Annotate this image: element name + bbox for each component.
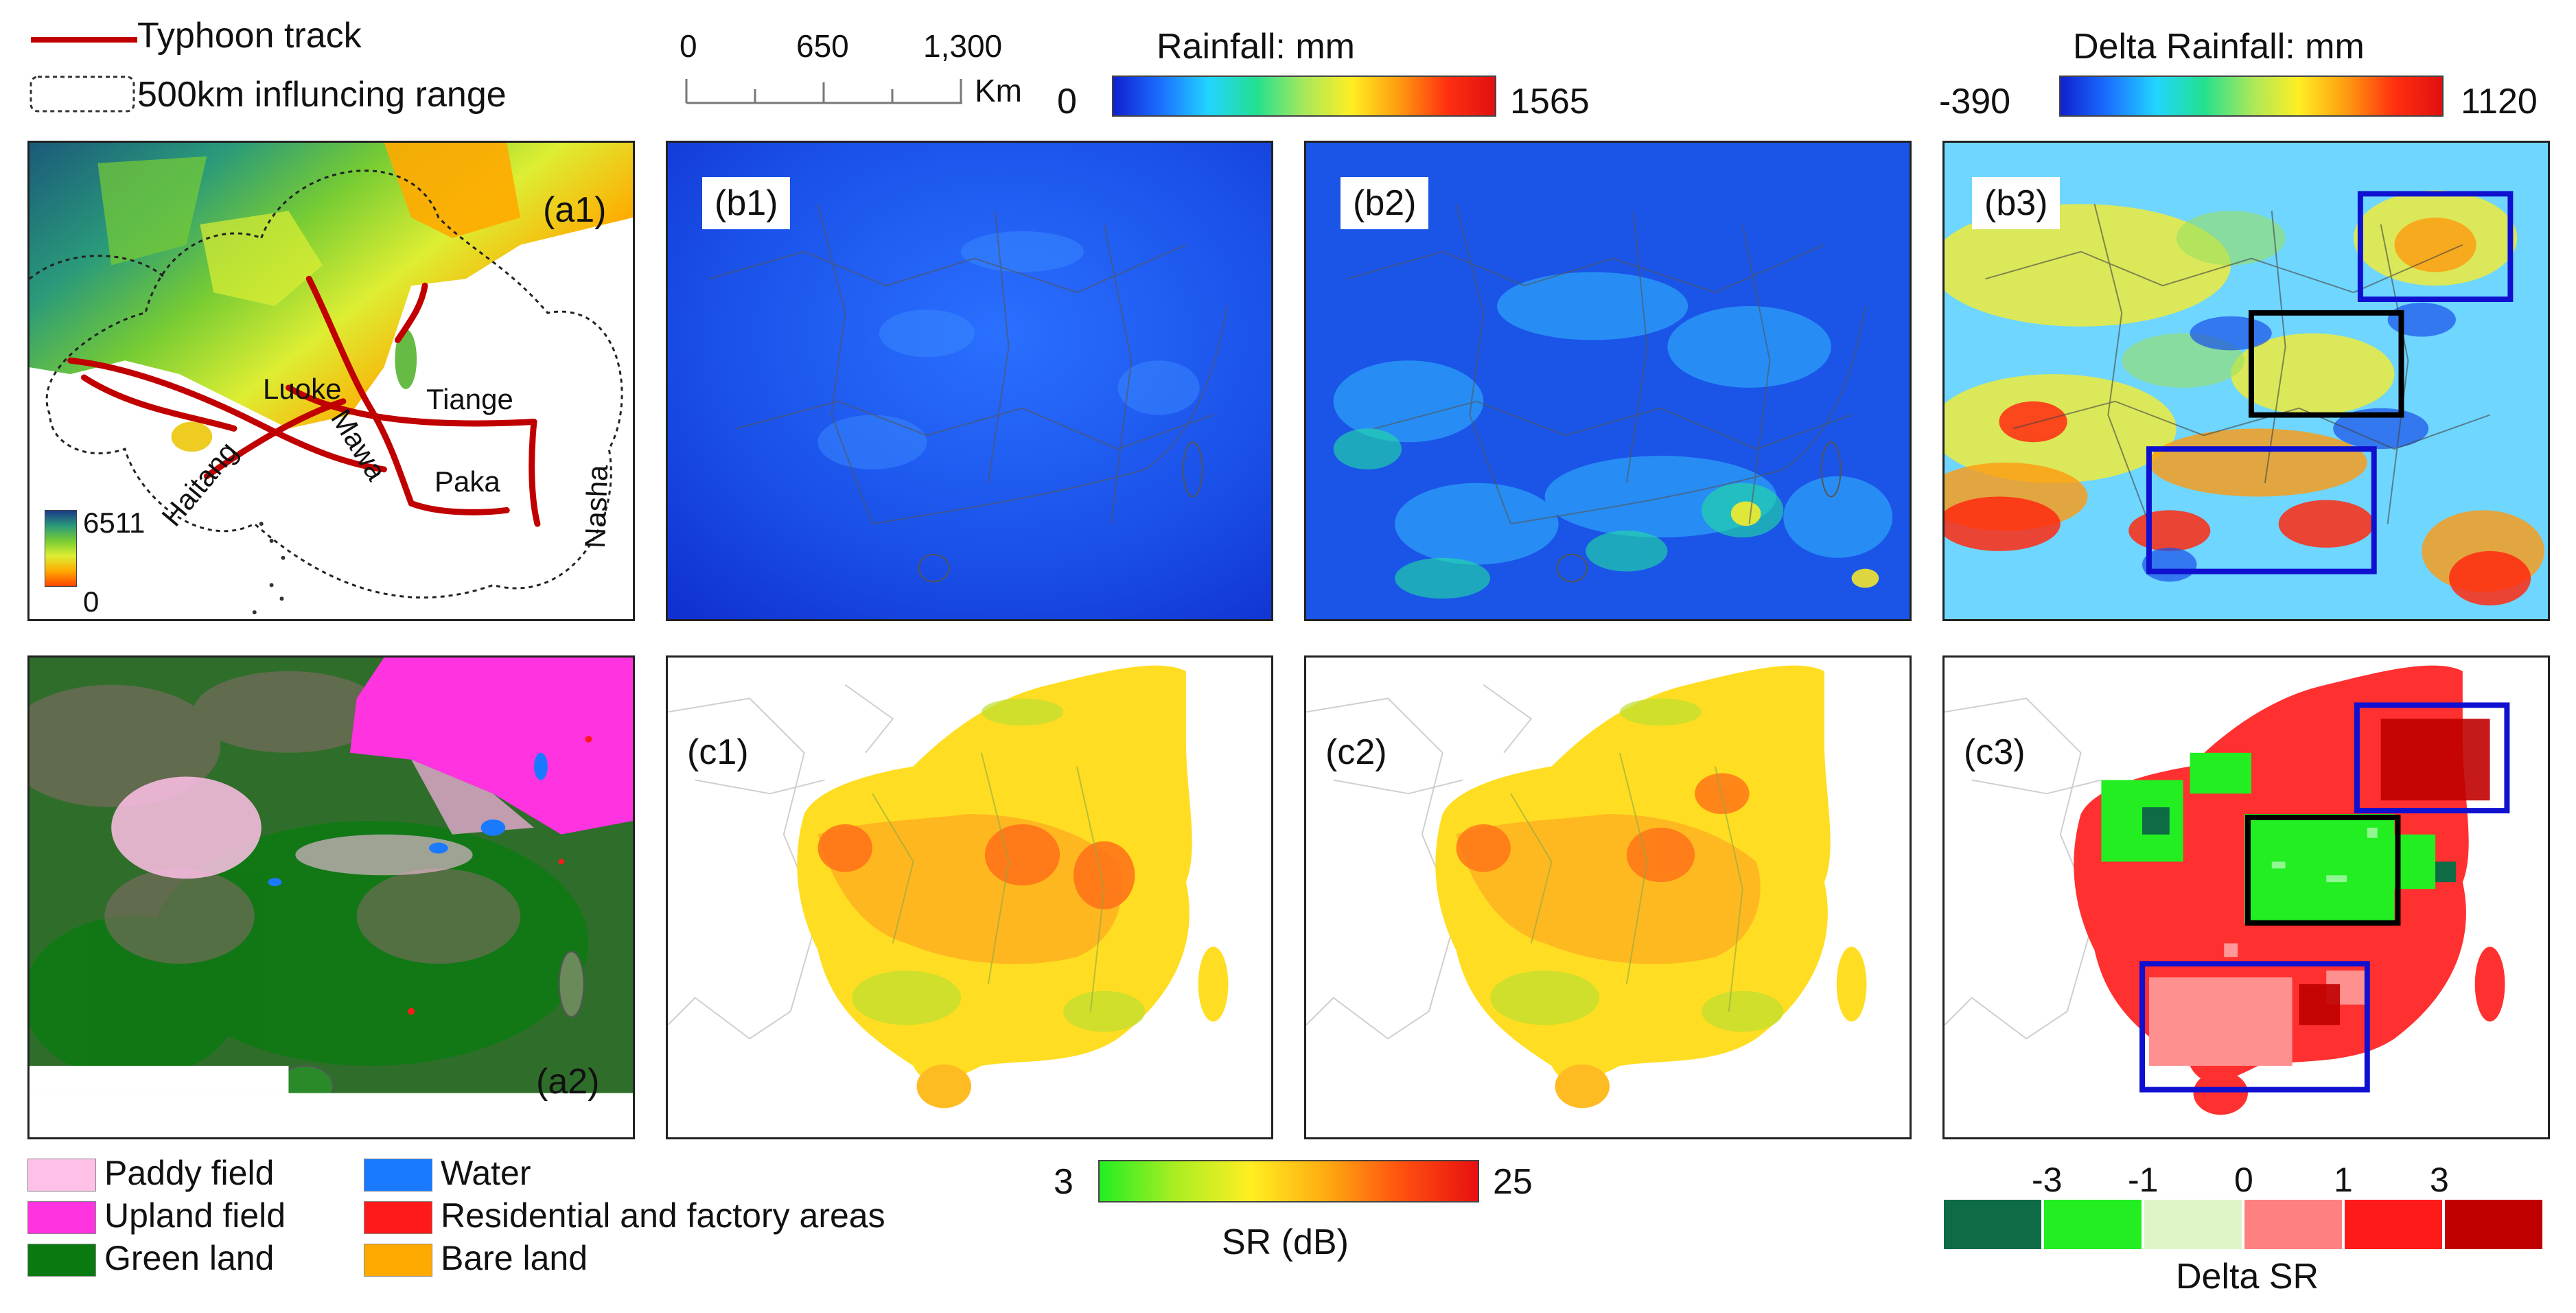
scalebar-unit: Km [975,73,1022,108]
delta-rainfall-colorbar [2059,75,2444,117]
delta-rainfall-colorbar-max: 1120 [2461,82,2538,121]
rainfall-colorbar [1112,75,1496,117]
panel-c3-delta-sr-map: (c3) [1942,655,2550,1139]
panel-a1-elevation-map: (a1) Luoke Tiange Mawa Haitang Paka Nash… [27,141,635,621]
legend-swatch-paddy-field [27,1159,96,1192]
sr-colorbar [1098,1160,1479,1202]
panel-label-b3: (b3) [1972,177,2061,229]
scalebar-tick-650: 650 [796,28,849,64]
scalebar-tick-1300: 1,300 [923,28,1003,64]
delta-sr-class-1 [1942,1198,2043,1251]
delta-sr-tick-3: 3 [2430,1161,2449,1199]
panel-b2-rainfall-map: (b2) [1304,141,1912,621]
panel-label-c3: (c3) [1964,732,2026,772]
delta-rainfall-colorbar-min: -390 [1939,82,2011,121]
legend-swatch-residential [364,1201,432,1234]
scale-bar [685,79,962,104]
delta-sr-tick-minus3: -3 [2032,1161,2063,1199]
typhoon-track-label: Typhoon track [137,16,362,56]
scalebar-tick-0: 0 [680,28,697,64]
elevation-colorbar [45,510,77,587]
rainfall-colorbar-title: Rainfall: mm [1157,27,1355,67]
typhoon-name-luoke: Luoke [263,373,342,405]
delta-sr-tick-1: 1 [2334,1161,2353,1199]
delta-sr-class-3 [2143,1198,2243,1251]
typhoon-track-legend-symbol [30,37,137,113]
delta-sr-class-2 [2043,1198,2143,1251]
legend-label-bare-land: Bare land [441,1239,588,1277]
rainfall-colorbar-max: 1565 [1510,82,1590,121]
typhoon-name-nasha: Nasha [579,464,614,549]
sr-colorbar-title: SR (dB) [1222,1222,1349,1262]
elevation-map-graphic [30,143,633,615]
delta-sr-map-graphic [1945,658,2548,1137]
panel-b3-delta-rainfall-map: (b3) [1942,141,2550,621]
panel-c1-sr-map: (c1) [666,655,1273,1139]
panel-label-c2: (c2) [1325,732,1387,772]
legend-swatch-upland-field [27,1201,96,1234]
legend-label-green-land: Green land [104,1239,275,1277]
delta-sr-tick-minus1: -1 [2128,1161,2159,1199]
panel-label-b2: (b2) [1341,177,1429,229]
landuse-map-graphic [30,658,633,1137]
rainfall-colorbar-min: 0 [1057,82,1077,121]
rainfall-map-b1-graphic [668,143,1271,619]
panel-label-a1: (a1) [543,190,607,230]
delta-sr-tick-0: 0 [2234,1161,2253,1199]
panel-c2-sr-map: (c2) [1304,655,1912,1139]
delta-rainfall-colorbar-title: Delta Rainfall: mm [2073,27,2365,67]
sr-colorbar-min: 3 [1054,1162,1074,1202]
panel-label-a2: (a2) [536,1062,600,1102]
sr-map-c1-graphic [668,658,1271,1137]
legend-label-water: Water [441,1154,531,1192]
elevation-min-label: 0 [83,585,100,618]
delta-sr-class-4 [2243,1198,2343,1251]
delta-sr-class-6 [2444,1198,2544,1251]
sr-colorbar-max: 25 [1493,1162,1533,1202]
elevation-max-label: 6511 [83,507,146,539]
panel-label-c1: (c1) [687,732,749,772]
legend-swatch-water [364,1159,432,1192]
legend-swatch-bare-land [364,1244,432,1277]
panel-label-b1: (b1) [702,177,791,229]
delta-rainfall-map-graphic [1945,143,2548,619]
panel-a2-landuse-map: (a2) [27,655,635,1139]
typhoon-name-tiange: Tiange [426,383,513,415]
legend-label-residential: Residential and factory areas [441,1196,885,1235]
legend-label-paddy-field: Paddy field [104,1154,275,1192]
typhoon-name-paka: Paka [434,465,500,498]
sr-map-c2-graphic [1306,658,1910,1137]
legend-swatch-green-land [27,1244,96,1277]
legend-label-upland-field: Upland field [104,1196,286,1235]
panel-b1-rainfall-map: (b1) [666,141,1273,621]
influence-range-label: 500km influncing range [137,75,507,115]
delta-sr-title: Delta SR [2176,1257,2319,1297]
delta-sr-class-5 [2343,1198,2444,1251]
